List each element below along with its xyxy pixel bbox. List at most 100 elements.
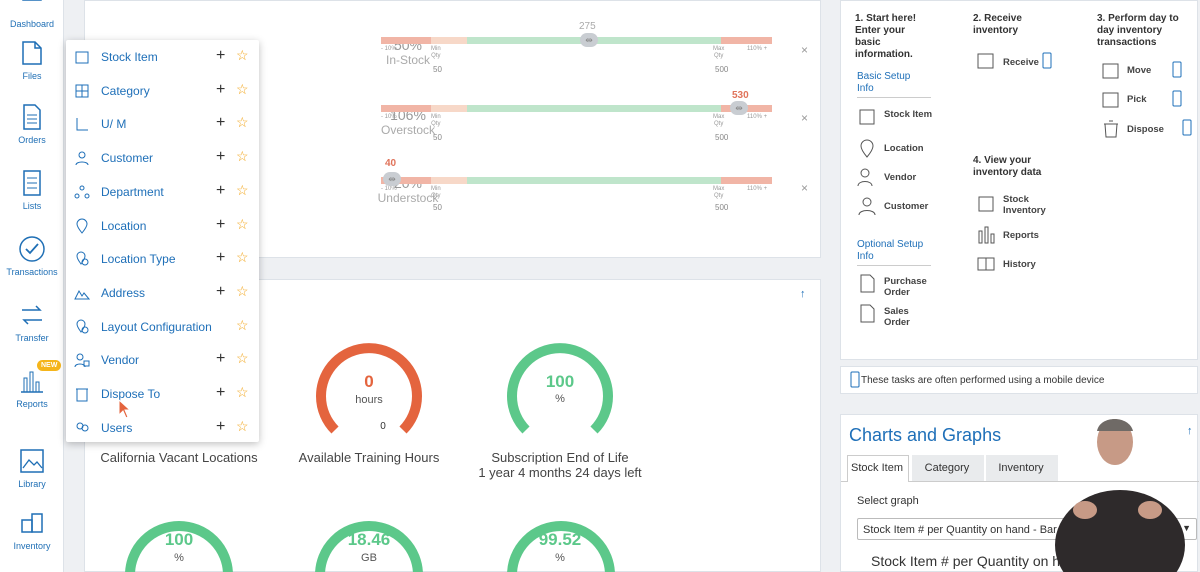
add-icon[interactable]: + (216, 114, 226, 131)
star-icon[interactable]: ☆ (236, 350, 249, 366)
drag-handle-icon[interactable]: ⇹ (730, 101, 748, 115)
close-icon[interactable]: × (801, 111, 809, 125)
mobile-icon (850, 371, 860, 388)
nav-label: Reports (16, 399, 48, 409)
chevron-down-icon: ▼ (1182, 523, 1191, 533)
menu-item-address[interactable]: Address + ☆ (66, 281, 259, 305)
trash-icon (1101, 119, 1121, 139)
quick-start-panel: 1. Start here! Enter your basic informat… (840, 0, 1198, 360)
move-link[interactable]: Move (1127, 65, 1152, 76)
add-icon[interactable]: + (216, 182, 226, 199)
setup-location[interactable]: Location (884, 143, 924, 154)
sales-order-icon (857, 303, 877, 323)
step2-heading: 2. Receive inventory (973, 13, 1022, 36)
collapse-arrow-icon[interactable]: ↑ (800, 288, 806, 300)
star-icon[interactable]: ☆ (236, 81, 249, 97)
star-icon[interactable]: ☆ (236, 418, 249, 434)
lists-icon (17, 168, 47, 198)
menu-item-um[interactable]: U/ M + ☆ (66, 112, 259, 136)
grid-icon (75, 84, 89, 98)
collapse-arrow-icon[interactable]: ↑ (1187, 425, 1193, 437)
add-icon[interactable]: + (216, 283, 226, 300)
menu-item-customer[interactable]: Customer + ☆ (66, 146, 259, 170)
dispose-link[interactable]: Dispose (1127, 124, 1164, 135)
star-icon[interactable]: ☆ (236, 182, 249, 198)
menu-item-department[interactable]: Department + ☆ (66, 180, 259, 204)
menu-item-dispose-to[interactable]: Dispose To + ☆ (66, 382, 259, 406)
setup-sales-order[interactable]: Sales Order (884, 306, 910, 328)
presenter-video (1055, 419, 1185, 572)
menu-item-stock-item[interactable]: Stock Item + ☆ (66, 45, 259, 69)
add-icon[interactable]: + (216, 216, 226, 233)
menu-item-vendor[interactable]: Vendor + ☆ (66, 348, 259, 372)
reports-icon (976, 225, 996, 245)
nav-orders[interactable]: Orders (0, 102, 64, 145)
nav-inventory[interactable]: Inventory (0, 508, 64, 551)
address-icon (74, 289, 90, 300)
tab-inventory[interactable]: Inventory (998, 462, 1044, 474)
tab-category[interactable]: Category (924, 462, 970, 474)
transactions-icon (17, 234, 47, 264)
setup-customer[interactable]: Customer (884, 201, 929, 212)
star-icon[interactable]: ☆ (236, 249, 249, 265)
star-icon[interactable]: ☆ (236, 114, 249, 130)
star-icon[interactable]: ☆ (236, 384, 249, 400)
close-icon[interactable]: × (801, 43, 809, 57)
gauges-svg (125, 343, 615, 572)
mobile-icon (1171, 61, 1183, 81)
history-icon (976, 254, 996, 274)
nav-lists[interactable]: Lists (0, 168, 64, 211)
setup-purchase-order[interactable]: Purchase Order (884, 276, 927, 298)
add-icon[interactable]: + (216, 47, 226, 64)
add-icon[interactable]: + (216, 148, 226, 165)
menu-item-location[interactable]: Location + ☆ (66, 214, 259, 238)
nav-library[interactable]: Library (0, 446, 64, 489)
add-icon[interactable]: + (216, 418, 226, 435)
star-icon[interactable]: ☆ (236, 283, 249, 299)
stock-status: Overstock (380, 123, 435, 137)
nav-reports[interactable]: NEW Reports (0, 360, 64, 409)
menu-item-location-type[interactable]: Location Type + ☆ (66, 247, 259, 271)
optional-setup-link[interactable]: Optional Setup Info (857, 239, 924, 262)
menu-item-layout-configuration[interactable]: Layout Configuration ☆ (66, 315, 259, 339)
star-icon[interactable]: ☆ (236, 216, 249, 232)
stock-row: 106% Overstock - 10% Min Qty 50 Max Qty 500… (85, 89, 825, 149)
menu-item-category[interactable]: Category + ☆ (66, 79, 259, 103)
star-icon[interactable]: ☆ (236, 148, 249, 164)
add-icon[interactable]: + (216, 350, 226, 367)
star-icon[interactable]: ☆ (236, 47, 249, 63)
nav-label: Library (18, 479, 46, 489)
history-link[interactable]: History (1003, 259, 1036, 270)
receive-link[interactable]: Receive (1003, 57, 1039, 68)
star-icon[interactable]: ☆ (236, 317, 249, 333)
nav-label: Transactions (6, 267, 58, 277)
layout-config-icon (76, 319, 89, 334)
nav-transfer[interactable]: Transfer (0, 300, 64, 343)
tab-stock-item[interactable]: Stock Item (851, 462, 903, 474)
reports-link[interactable]: Reports (1003, 230, 1039, 241)
add-icon[interactable]: + (216, 81, 226, 98)
setup-stock-item[interactable]: Stock Item (884, 109, 933, 120)
pick-link[interactable]: Pick (1127, 94, 1147, 105)
gauge-arc (315, 521, 423, 572)
gauge-label: California Vacant Locations (100, 450, 258, 465)
add-icon[interactable]: + (216, 384, 226, 401)
drag-handle-icon[interactable]: ⇹ (580, 33, 598, 47)
nav-dashboard[interactable]: Dashboard (0, 0, 64, 29)
setup-vendor[interactable]: Vendor (884, 172, 917, 183)
stock-row: 50% In-Stock - 10% Min Qty 50 Max Qty 500 1… (85, 21, 825, 81)
menu-item-users[interactable]: Users + ☆ (66, 416, 259, 440)
nav-transactions[interactable]: Transactions (0, 234, 64, 277)
basic-setup-link[interactable]: Basic Setup Info (857, 71, 911, 94)
step4-heading: 4. View your inventory data (973, 155, 1042, 178)
drag-handle-icon[interactable]: ⇹ (383, 172, 401, 186)
close-icon[interactable]: × (801, 181, 809, 195)
add-icon[interactable]: + (216, 249, 226, 266)
users-icon (76, 422, 89, 432)
gauge-value: 99.52 (538, 530, 582, 549)
gauge-unit: hours (355, 394, 383, 406)
stock-inventory-link[interactable]: Stock Inventory (1003, 194, 1046, 216)
nav-files[interactable]: Files (0, 38, 64, 81)
orders-icon (17, 102, 47, 132)
